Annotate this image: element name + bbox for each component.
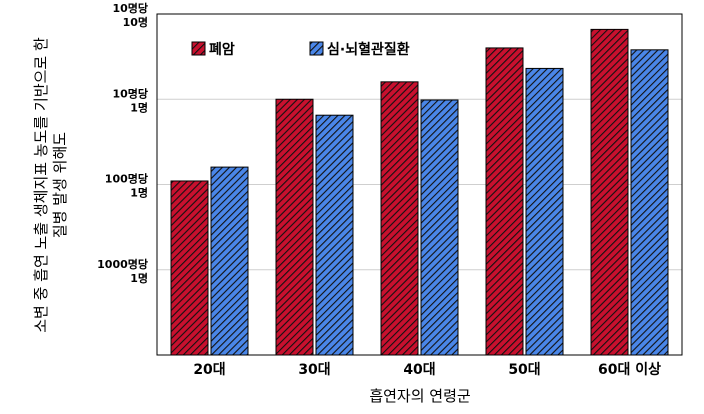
bar-lung-cancer-0 xyxy=(170,180,209,356)
x-tick-label: 50대 xyxy=(508,362,540,378)
legend-label-0: 폐암 xyxy=(209,41,235,58)
legend-swatch-1 xyxy=(309,41,324,56)
y-tick-label-line-2: 1명 xyxy=(130,271,148,285)
x-tick-labels: 20대 30대 40대 50대 60대 이상 xyxy=(193,361,661,378)
plot-frame xyxy=(156,13,683,356)
y-axis-title-line-1: 소변 중 흡연 노출 생체지표 농도를 기반으로 한 xyxy=(32,37,50,333)
x-tick-label: 30대 xyxy=(298,362,330,378)
x-tick-label: 20대 xyxy=(193,362,225,378)
y-axis-title-line-2: 질병 발생 위해도 xyxy=(51,132,69,238)
y-tick-label-line-1: 10명당 xyxy=(112,1,148,15)
y-tick-label-line-2: 1명 xyxy=(130,186,148,200)
x-axis-title: 흡연자의 연령군 xyxy=(369,387,471,405)
bar-lung-cancer-2 xyxy=(380,81,419,356)
bar-lung-cancer-3 xyxy=(485,47,524,356)
legend-label-1: 심·뇌혈관질환 xyxy=(327,41,410,58)
bar-cardio-2 xyxy=(420,99,459,356)
x-tick-label: 40대 xyxy=(403,362,435,378)
y-tick-label-line-1: 1000명당 xyxy=(97,257,148,271)
bar-cardio-0 xyxy=(210,166,249,356)
bar-cardio-1 xyxy=(315,114,354,356)
x-tick-label: 60대 이상 xyxy=(598,361,661,378)
bars xyxy=(170,28,669,356)
bar-cardio-3 xyxy=(525,67,564,356)
bar-lung-cancer-4 xyxy=(590,28,629,356)
y-tick-label-line-2: 10명 xyxy=(123,15,148,29)
bar-cardio-4 xyxy=(630,49,669,356)
legend-swatch-0 xyxy=(191,41,206,56)
y-axis-title: 소변 중 흡연 노출 생체지표 농도를 기반으로 한 질병 발생 위해도 xyxy=(32,37,69,333)
legend: 폐암 심·뇌혈관질환 xyxy=(191,41,410,58)
y-tick-label-line-1: 10명당 xyxy=(112,86,148,100)
y-tick-label-line-1: 100명당 xyxy=(105,172,148,186)
y-tick-label-line-2: 1명 xyxy=(130,100,148,114)
bar-lung-cancer-1 xyxy=(275,98,314,356)
